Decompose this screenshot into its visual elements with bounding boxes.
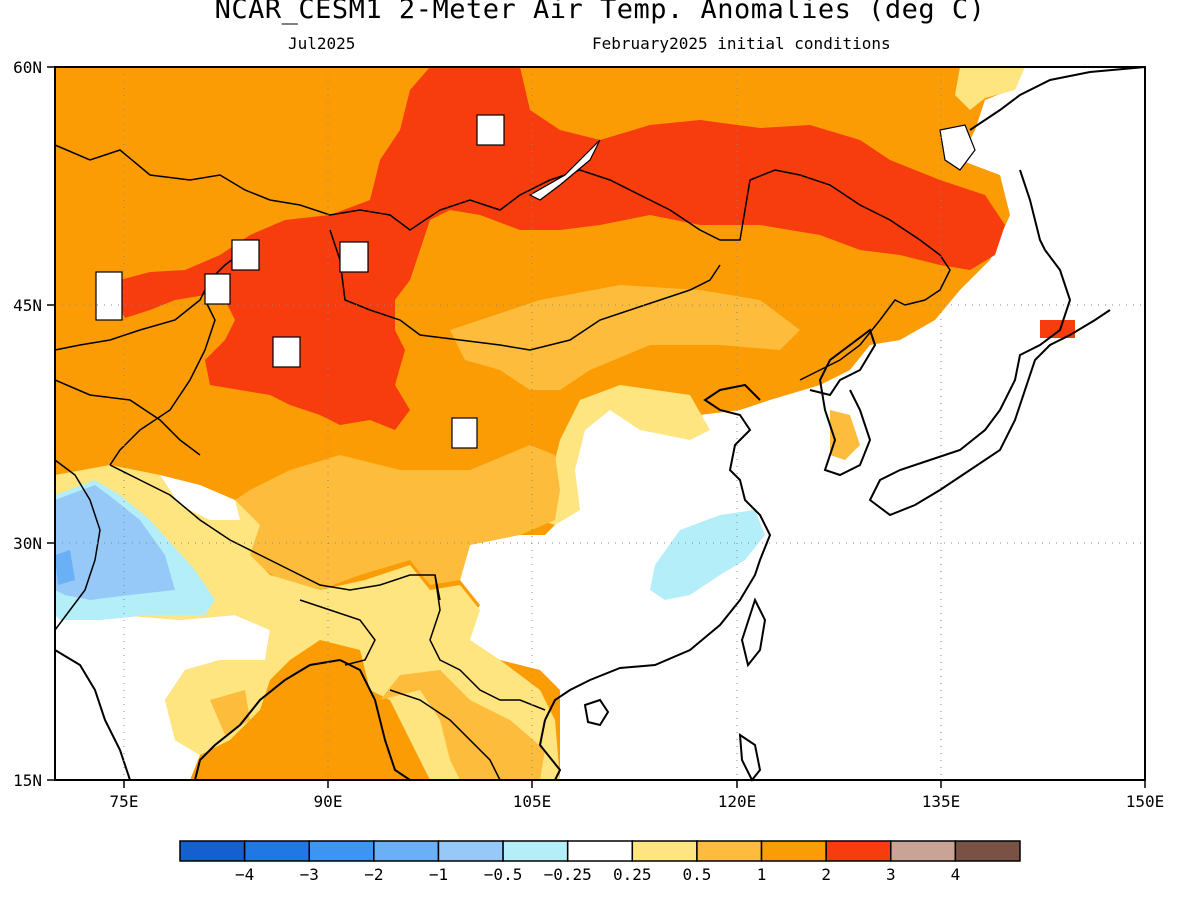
coast-okhotsk (939, 124, 976, 171)
colorbar-label: 0.5 (682, 865, 711, 884)
colorbar-label: −2 (364, 865, 383, 884)
lon-tick-150e: 150E (1126, 792, 1165, 811)
lake-khovsgol (476, 114, 505, 146)
lon-tick-105e: 105E (513, 792, 552, 811)
colorbar-swatch (308, 840, 375, 862)
lat-tick-15n: 15N (13, 771, 42, 790)
colorbar-swatch (243, 840, 310, 862)
field-near-zero-east (440, 67, 1145, 780)
field-05-1-central (220, 445, 560, 590)
lon-tick-135e: 135E (922, 792, 961, 811)
coastline-bay-of-bengal (194, 659, 341, 781)
border-indochina-interior (389, 689, 501, 781)
colorbar-swatch (373, 840, 440, 862)
border-myanmar-china (429, 574, 546, 711)
coastline-east-asia (544, 383, 772, 721)
lon-tick-90e: 90E (314, 792, 343, 811)
border-india-bangladesh (299, 599, 376, 666)
colorbar-swatch (502, 840, 569, 862)
lake-qinghai (451, 417, 478, 449)
colorbar: −4 −3 −2 −1 −0.5 −0.25 0.25 0.5 1 2 3 4 (179, 840, 1021, 884)
field-neg-025-05-east (650, 510, 765, 600)
field-05-1-north (450, 285, 800, 390)
coastline-hainan (583, 698, 610, 727)
lon-tick-75e: 75E (110, 792, 139, 811)
colorbar-swatch (890, 840, 957, 862)
colorbar-label: −3 (300, 865, 319, 884)
colorbar-swatch (631, 840, 698, 862)
colorbar-swatch (566, 840, 634, 862)
map-title: NCAR_CESM1 2-Meter Air Temp. Anomalies (… (214, 0, 986, 25)
field-near-zero-tibet (160, 475, 240, 520)
coastline-sakhalin (1019, 169, 1046, 251)
anomaly-fields (55, 67, 1145, 780)
border-china-west (109, 299, 216, 466)
coastline-taiwan (740, 597, 767, 668)
lon-tick-labels: 75E 90E 105E 120E 135E 150E (110, 792, 1165, 811)
country-borders (54, 144, 951, 781)
coastline-japan (868, 249, 1111, 517)
coastline-russia-pacific (969, 66, 1146, 131)
coastline-korea (809, 328, 877, 477)
colorbar-label: −4 (235, 865, 254, 884)
colorbar-label: 3 (886, 865, 896, 884)
field-neg-1-2-west (55, 550, 75, 585)
forecast-month: Jul2025 (288, 34, 356, 53)
border-china-korea (799, 299, 906, 381)
lat-tick-30n: 30N (13, 534, 42, 553)
field-2-3-hokkaido (1040, 320, 1075, 338)
colorbar-label: 0.25 (613, 865, 652, 884)
colorbar-swatch (696, 840, 763, 862)
border-india-pakistan (54, 459, 101, 631)
coastline-myanmar (339, 659, 411, 781)
map-frame (54, 66, 1146, 781)
axis-ticks (47, 66, 1146, 788)
colorbar-label: 4 (951, 865, 961, 884)
lake-balkhash (95, 271, 123, 321)
field-near-zero-west (55, 615, 270, 780)
colorbar-label: −0.25 (544, 865, 592, 884)
initial-conditions: February2025 initial conditions (592, 34, 891, 53)
field-2-3-north (115, 67, 1005, 430)
colorbar-label: 2 (821, 865, 831, 884)
coastline-indochina (538, 719, 562, 781)
lake-baikal (528, 139, 601, 201)
lat-tick-60n: 60N (13, 58, 42, 77)
border-central-asia-2 (54, 379, 201, 456)
lake-zaysan (231, 239, 260, 271)
border-himalaya (109, 464, 441, 601)
colorbar-label: −0.5 (484, 865, 523, 884)
lon-tick-120e: 120E (718, 792, 757, 811)
lat-tick-45n: 45N (13, 296, 42, 315)
colorbar-swatch (954, 840, 1021, 862)
lake-bosten (272, 336, 301, 368)
field-05-1-northeast (955, 67, 1025, 110)
field-neg-05-1-west (55, 485, 175, 600)
field-05-1-korea (830, 410, 860, 460)
colorbar-swatch (760, 840, 827, 862)
field-025-05-east (540, 385, 710, 525)
colorbar-label: 1 (757, 865, 767, 884)
border-russia-kazakh-mongolia (54, 144, 951, 306)
field-05-1-indochina (380, 670, 545, 780)
colorbar-swatch (437, 840, 504, 862)
coastline-luzon (738, 733, 762, 782)
lake-alakol (204, 273, 231, 305)
lakes (95, 114, 976, 449)
coastline-india-west (54, 649, 131, 781)
colorbar-label: −1 (429, 865, 448, 884)
lake-uvs (339, 241, 369, 273)
colorbar-swatch (825, 840, 892, 862)
coastlines (54, 66, 1146, 782)
colorbar-swatch (179, 840, 246, 862)
lat-tick-labels: 60N 45N 30N 15N (13, 58, 42, 790)
border-china-mongolia (329, 229, 721, 351)
